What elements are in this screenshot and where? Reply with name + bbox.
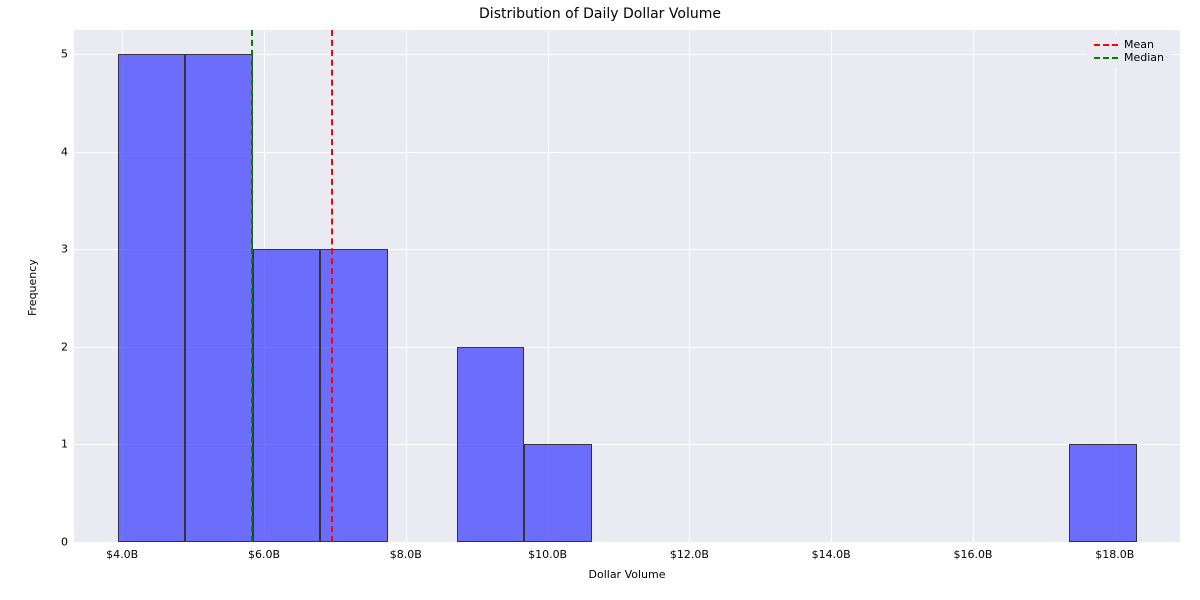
- legend-label: Mean: [1124, 38, 1154, 51]
- histogram-bar: [118, 54, 185, 542]
- histogram-bar: [185, 54, 252, 542]
- x-tick-label: $4.0B: [106, 548, 138, 561]
- histogram-bar: [524, 444, 592, 542]
- histogram-bar: [320, 249, 388, 542]
- y-tick-label: 4: [54, 145, 68, 158]
- y-tick-label: 2: [54, 340, 68, 353]
- grid-line-vertical: [406, 30, 407, 542]
- y-tick-label: 5: [54, 48, 68, 61]
- y-tick-label: 0: [54, 536, 68, 549]
- y-axis-label: Frequency: [26, 259, 39, 316]
- median-line: [251, 30, 253, 542]
- x-tick-label: $8.0B: [390, 548, 422, 561]
- histogram-bar: [1069, 444, 1137, 542]
- grid-line-vertical: [689, 30, 690, 542]
- legend-item: Median: [1094, 51, 1164, 64]
- histogram-bar: [253, 249, 320, 542]
- plot-area: [74, 30, 1180, 542]
- mean-line: [331, 30, 333, 542]
- legend-swatch: [1094, 57, 1118, 59]
- x-tick-label: $18.0B: [1095, 548, 1134, 561]
- figure: Distribution of Daily Dollar Volume Doll…: [0, 0, 1200, 600]
- grid-line-vertical: [831, 30, 832, 542]
- y-tick-label: 3: [54, 243, 68, 256]
- legend-item: Mean: [1094, 38, 1164, 51]
- y-tick-label: 1: [54, 438, 68, 451]
- legend-swatch: [1094, 44, 1118, 46]
- x-tick-label: $16.0B: [953, 548, 992, 561]
- x-tick-label: $12.0B: [670, 548, 709, 561]
- legend: MeanMedian: [1086, 34, 1172, 68]
- chart-title: Distribution of Daily Dollar Volume: [0, 6, 1200, 22]
- grid-line-horizontal: [74, 542, 1180, 543]
- x-axis-label: Dollar Volume: [74, 568, 1180, 581]
- x-tick-label: $14.0B: [812, 548, 851, 561]
- grid-line-vertical: [973, 30, 974, 542]
- legend-label: Median: [1124, 51, 1164, 64]
- histogram-bar: [457, 347, 524, 542]
- x-tick-label: $10.0B: [528, 548, 567, 561]
- x-tick-label: $6.0B: [248, 548, 280, 561]
